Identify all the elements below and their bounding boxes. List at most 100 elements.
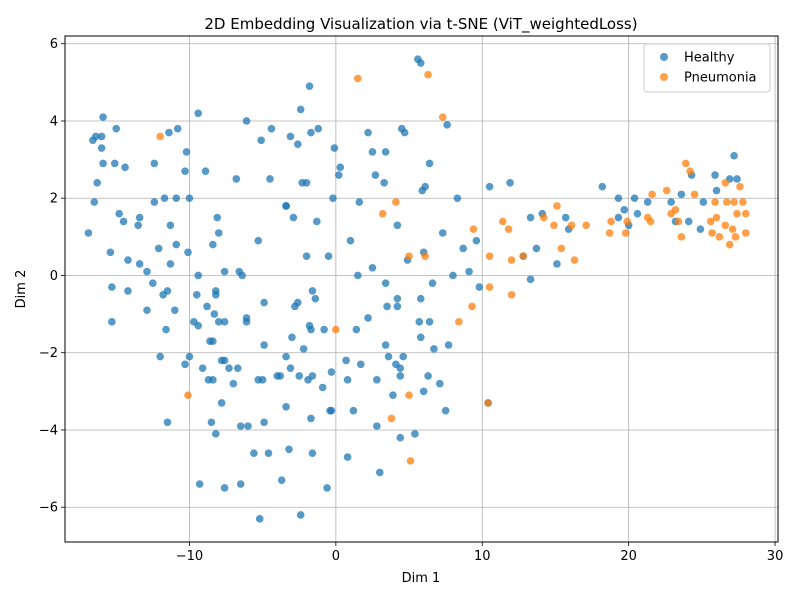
data-point-pneumonia: [553, 202, 561, 210]
data-point-healthy: [286, 132, 295, 141]
data-point-pneumonia: [519, 252, 528, 260]
data-point-healthy: [135, 213, 144, 222]
data-point-healthy: [295, 372, 304, 380]
data-point-healthy: [421, 182, 429, 191]
data-point-healthy: [425, 159, 434, 168]
data-point-healthy: [296, 105, 305, 114]
data-point-healthy: [143, 306, 151, 315]
data-point-healthy: [165, 128, 173, 137]
data-point-pneumonia: [507, 290, 516, 299]
legend-box: [643, 43, 771, 93]
data-point-healthy: [381, 279, 390, 288]
data-point-healthy: [166, 260, 175, 268]
x-tick-label: 10: [474, 549, 491, 564]
data-point-pneumonia: [405, 252, 413, 260]
data-point-healthy: [160, 194, 169, 203]
data-point-pneumonia: [607, 217, 615, 226]
data-point-healthy: [201, 167, 210, 175]
data-point-healthy: [250, 449, 258, 457]
data-point-healthy: [220, 484, 229, 492]
data-point-pneumonia: [648, 190, 656, 199]
data-point-healthy: [443, 121, 451, 129]
data-point-healthy: [711, 171, 719, 179]
data-point-healthy: [381, 148, 390, 156]
data-point-healthy: [282, 403, 290, 411]
y-tick-label: −4: [39, 423, 58, 438]
data-point-healthy: [389, 391, 397, 400]
data-point-healthy: [342, 356, 350, 365]
data-point-pneumonia: [507, 256, 516, 264]
data-point-healthy: [115, 209, 123, 218]
data-point-pneumonia: [485, 252, 494, 260]
data-point-healthy: [135, 260, 144, 268]
data-point-pneumonia: [455, 318, 463, 326]
data-point-healthy: [320, 325, 328, 334]
data-point-healthy: [285, 445, 293, 454]
data-point-healthy: [84, 229, 93, 237]
data-point-healthy: [415, 318, 424, 326]
data-point-healthy: [254, 236, 263, 245]
data-point-healthy: [242, 117, 251, 125]
data-point-healthy: [364, 314, 372, 322]
data-points: [84, 55, 750, 523]
data-point-healthy: [393, 221, 402, 230]
data-point-healthy: [598, 182, 607, 191]
data-point-pneumonia: [706, 217, 715, 226]
data-point-pneumonia: [736, 182, 744, 191]
data-point-healthy: [143, 267, 151, 276]
data-point-healthy: [90, 198, 99, 206]
data-point-healthy: [182, 148, 191, 156]
data-point-healthy: [436, 379, 444, 388]
data-point-pneumonia: [741, 229, 750, 237]
data-point-healthy: [327, 368, 336, 376]
data-point-healthy: [307, 325, 315, 334]
data-point-healthy: [453, 194, 462, 203]
data-point-pneumonia: [332, 325, 340, 334]
data-point-healthy: [172, 240, 181, 249]
data-point-healthy: [110, 159, 119, 168]
y-tick-label: 2: [50, 192, 58, 207]
data-point-healthy: [307, 414, 315, 423]
data-point-pneumonia: [485, 283, 494, 291]
data-point-healthy: [282, 202, 290, 210]
data-point-healthy: [330, 144, 339, 152]
data-point-pneumonia: [722, 198, 731, 206]
data-point-pneumonia: [504, 225, 513, 233]
legend-label-healthy: Healthy: [684, 51, 735, 66]
data-point-healthy: [733, 175, 741, 183]
data-point-healthy: [441, 406, 450, 415]
data-point-healthy: [384, 352, 393, 361]
data-point-pneumonia: [550, 221, 558, 230]
data-point-healthy: [308, 287, 317, 295]
data-point-healthy: [282, 352, 290, 361]
data-point-healthy: [465, 267, 473, 276]
data-point-healthy: [209, 337, 217, 345]
data-point-pneumonia: [725, 240, 734, 249]
data-point-pneumonia: [387, 414, 396, 423]
data-point-healthy: [459, 244, 468, 253]
data-point-healthy: [643, 198, 652, 206]
data-point-pneumonia: [405, 391, 413, 400]
data-point-pneumonia: [715, 233, 724, 241]
data-point-healthy: [211, 430, 220, 438]
plot-frame: [64, 35, 779, 543]
data-point-pneumonia: [557, 244, 566, 253]
y-axis-label: Dim 2: [14, 270, 29, 309]
data-point-pneumonia: [728, 225, 737, 233]
data-point-healthy: [393, 294, 402, 303]
data-point-healthy: [614, 213, 623, 222]
data-point-healthy: [194, 271, 203, 280]
data-point-healthy: [198, 364, 207, 372]
data-point-healthy: [171, 306, 179, 315]
data-point-healthy: [677, 190, 686, 199]
data-point-healthy: [472, 236, 481, 245]
data-point-pneumonia: [567, 221, 576, 230]
data-point-healthy: [112, 124, 121, 133]
data-point-pneumonia: [484, 399, 492, 407]
data-point-healthy: [185, 352, 194, 361]
data-point-healthy: [696, 225, 705, 233]
data-point-healthy: [257, 136, 265, 145]
data-point-healthy: [633, 209, 642, 218]
data-point-healthy: [288, 333, 296, 342]
data-point-healthy: [343, 375, 352, 384]
